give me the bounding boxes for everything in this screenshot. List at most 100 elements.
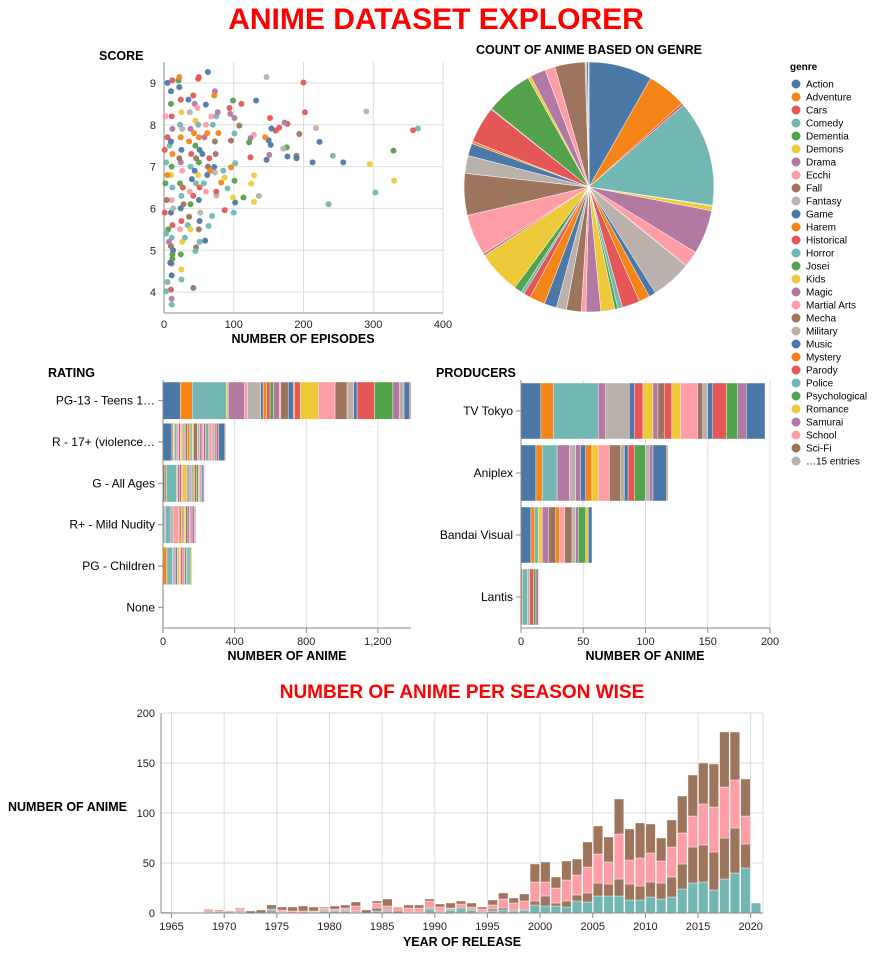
season-bar-segment[interactable] (403, 904, 414, 909)
season-bar-segment[interactable] (593, 882, 603, 897)
season-bar-segment[interactable] (540, 895, 551, 907)
season-bar-segment[interactable] (603, 836, 614, 863)
scatter-point[interactable] (168, 295, 175, 302)
scatter-point[interactable] (250, 172, 257, 179)
scatter-point[interactable] (209, 212, 216, 219)
season-bar-segment[interactable] (614, 798, 625, 835)
season-bar-segment[interactable] (529, 900, 540, 906)
scatter-point[interactable] (190, 192, 197, 199)
season-bar-segment[interactable] (561, 879, 572, 902)
rating-bar-segment[interactable] (164, 464, 167, 503)
rating-bar-segment[interactable] (172, 547, 175, 585)
rating-bar-segment[interactable] (211, 423, 216, 461)
scatter-point[interactable] (232, 199, 239, 206)
rating-bar-segment[interactable] (195, 505, 197, 544)
season-bar-segment[interactable] (319, 907, 330, 911)
rating-bar-segment[interactable] (226, 381, 229, 420)
season-bar-segment[interactable] (740, 843, 751, 869)
legend-item[interactable]: Harem (806, 223, 836, 234)
scatter-point[interactable] (284, 153, 291, 160)
producers-bar-segment[interactable] (522, 568, 528, 626)
scatter-point[interactable] (202, 237, 209, 244)
legend-item[interactable]: Cars (806, 106, 827, 117)
legend-item[interactable]: Samurai (806, 418, 843, 429)
scatter-point[interactable] (204, 69, 211, 76)
rating-bar-segment[interactable] (190, 547, 193, 585)
season-bar-segment[interactable] (593, 825, 603, 855)
scatter-point[interactable] (186, 109, 193, 116)
season-bar-segment[interactable] (550, 876, 561, 889)
scatter-point[interactable] (188, 176, 195, 183)
season-bar-segment[interactable] (213, 909, 224, 912)
season-bar-segment[interactable] (382, 898, 393, 907)
season-bar-segment[interactable] (729, 731, 740, 781)
rating-bar-segment[interactable] (218, 423, 226, 461)
rating-bar-segment[interactable] (182, 423, 185, 461)
producers-bar-segment[interactable] (642, 382, 654, 440)
producers-bar-segment[interactable] (530, 506, 535, 564)
season-bar-segment[interactable] (645, 881, 656, 898)
legend-item[interactable]: Psychological (806, 392, 867, 403)
scatter-point[interactable] (177, 96, 184, 103)
producers-bar-segment[interactable] (556, 444, 570, 502)
producers-bar-segment[interactable] (697, 382, 703, 440)
season-bar-segment[interactable] (635, 822, 646, 859)
scatter-point[interactable] (363, 108, 370, 115)
season-bar-segment[interactable] (624, 883, 635, 901)
scatter-point[interactable] (236, 122, 243, 129)
rating-bar-segment[interactable] (409, 381, 412, 420)
scatter-point[interactable] (167, 88, 174, 95)
legend-more-entries[interactable]: …15 entries (806, 457, 860, 468)
producers-bar-segment[interactable] (527, 568, 530, 626)
season-bar-segment[interactable] (740, 778, 751, 817)
season-bar-segment[interactable] (698, 844, 709, 883)
scatter-point[interactable] (199, 151, 206, 158)
scatter-point[interactable] (179, 167, 186, 174)
season-bar-segment[interactable] (424, 908, 435, 914)
scatter-point[interactable] (246, 139, 253, 146)
scatter-point[interactable] (202, 188, 209, 195)
scatter-point[interactable] (177, 226, 184, 233)
season-bar-segment[interactable] (466, 902, 477, 908)
rating-bar-segment[interactable] (172, 505, 179, 544)
season-bar-segment[interactable] (277, 909, 288, 913)
rating-bar-segment[interactable] (173, 547, 177, 585)
producers-bar-segment[interactable] (629, 382, 635, 440)
season-bar-segment[interactable] (698, 803, 709, 846)
rating-bar-segment[interactable] (201, 464, 205, 503)
scatter-point[interactable] (164, 134, 171, 141)
scatter-point[interactable] (163, 288, 170, 295)
season-bar-segment[interactable] (414, 907, 424, 913)
producers-bar-segment[interactable] (746, 382, 766, 440)
rating-bar-segment[interactable] (166, 547, 173, 585)
rating-bar-segment[interactable] (162, 423, 173, 461)
producers-bar-segment[interactable] (585, 444, 593, 502)
rating-bar-segment[interactable] (184, 547, 187, 585)
rating-bar-segment[interactable] (208, 423, 213, 461)
season-bar-segment[interactable] (498, 907, 509, 911)
scatter-point[interactable] (309, 159, 316, 166)
legend-item[interactable]: Fall (806, 184, 822, 195)
season-bar-segment[interactable] (666, 896, 677, 914)
producers-bar-segment[interactable] (634, 444, 646, 502)
scatter-point[interactable] (178, 109, 185, 116)
scatter-point[interactable] (227, 164, 234, 171)
producers-bar-segment[interactable] (520, 382, 542, 440)
legend-item[interactable]: Dementia (806, 132, 849, 143)
scatter-point[interactable] (196, 238, 203, 245)
season-bar-segment[interactable] (729, 827, 740, 874)
producers-bar-segment[interactable] (569, 444, 576, 502)
rating-bar-segment[interactable] (392, 381, 400, 420)
scatter-point[interactable] (263, 156, 270, 163)
season-bar-segment[interactable] (540, 905, 551, 914)
season-bar-segment[interactable] (729, 779, 740, 829)
scatter-point[interactable] (390, 147, 397, 154)
scatter-point[interactable] (188, 151, 195, 158)
producers-bar-segment[interactable] (726, 382, 738, 440)
producers-bar-segment[interactable] (541, 444, 558, 502)
scatter-point[interactable] (313, 125, 320, 132)
rating-bar-segment[interactable] (163, 505, 166, 544)
season-bar-segment[interactable] (477, 908, 488, 913)
rating-bar-segment[interactable] (191, 464, 194, 503)
producers-bar-segment[interactable] (737, 382, 747, 440)
